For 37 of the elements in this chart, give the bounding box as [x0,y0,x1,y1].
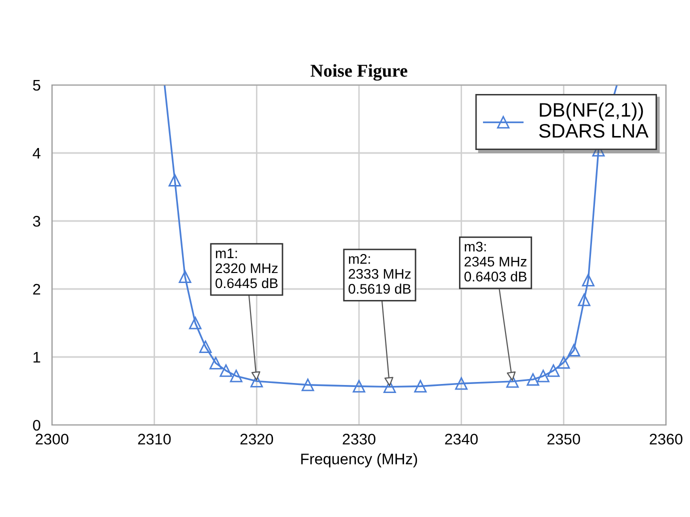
x-tick-label: 2340 [445,434,478,445]
point [536,370,550,382]
x-tick-label: 2300 [36,434,68,445]
y-tick-label: 0 [32,420,40,431]
point [302,378,314,392]
point [220,364,232,377]
x-tick-label: 2320 [240,434,274,445]
point [178,270,192,284]
annotation: m1: 2320 MHz 0.6445 dB [216,248,278,288]
annotation: m3: 2345 MHz 0.6403 dB [464,242,526,282]
point [209,356,222,370]
point [547,364,560,377]
x-tick-label: 2350 [547,434,580,445]
point [230,370,242,382]
y-tick-label: 1 [34,352,40,363]
x-tick-label: 2330 [342,434,376,445]
legend-label: DB(NF(2,1)) SDARS LNA [539,102,648,138]
x-tick-label: 2360 [650,434,682,445]
point [578,294,590,306]
point [455,377,468,390]
point [557,356,570,369]
point [526,373,540,386]
chart-title: Noise Figure [310,64,408,81]
x-tick-label: 2310 [138,434,171,445]
point [352,380,366,392]
y-tick-label: 5 [33,80,40,91]
point [414,380,427,392]
point [568,344,580,356]
point [199,340,212,354]
point [168,174,182,186]
y-tick-label: 3 [32,216,40,227]
y-tick-label: 2 [33,284,40,295]
x-axis-title: Frequency (MHz) [301,453,418,468]
point [189,316,202,330]
y-tick-label: 4 [32,148,40,159]
point [582,274,594,286]
annotation: m2: 2333 MHz 0.5619 dB [348,254,411,294]
